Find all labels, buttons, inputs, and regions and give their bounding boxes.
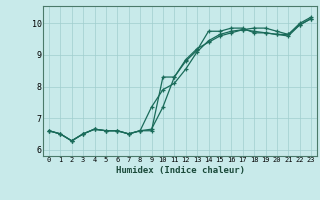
X-axis label: Humidex (Indice chaleur): Humidex (Indice chaleur) [116,166,244,175]
